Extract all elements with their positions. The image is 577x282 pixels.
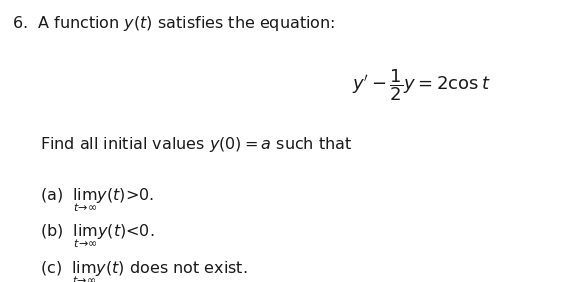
Text: Find all initial values $y(0) = a$ such that: Find all initial values $y(0) = a$ such … [40, 135, 353, 154]
Text: (b)  $\lim_{t\rightarrow\infty} y(t) < 0.$: (b) $\lim_{t\rightarrow\infty} y(t) < 0.… [40, 223, 155, 250]
Text: (a)  $\lim_{t\rightarrow\infty} y(t) > 0.$: (a) $\lim_{t\rightarrow\infty} y(t) > 0.… [40, 186, 155, 213]
Text: (c)  $\lim_{t\rightarrow\infty} y(t)$ does not exist.: (c) $\lim_{t\rightarrow\infty} y(t)$ doe… [40, 259, 248, 282]
Text: 6.  A function $y(t)$ satisfies the equation:: 6. A function $y(t)$ satisfies the equat… [12, 14, 335, 33]
Text: $y' - \dfrac{1}{2}y = 2\cos t$: $y' - \dfrac{1}{2}y = 2\cos t$ [352, 68, 490, 103]
